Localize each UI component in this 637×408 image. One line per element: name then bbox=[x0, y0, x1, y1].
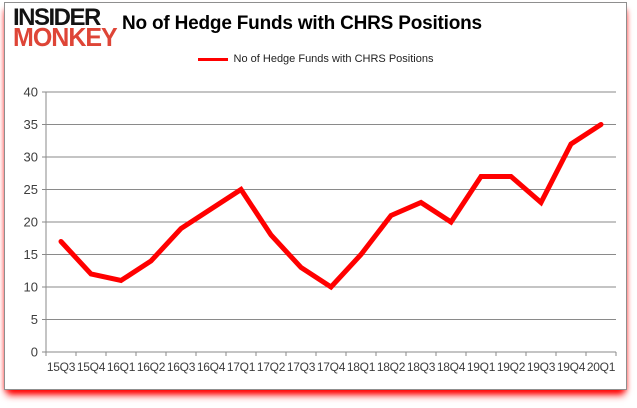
y-tick-label: 10 bbox=[24, 280, 38, 295]
x-tick-label: 19Q4 bbox=[557, 360, 586, 374]
x-tick-label: 16Q2 bbox=[137, 360, 166, 374]
line-chart-svg: 0 5 10 15 20 25 30 35 40 15Q3 15Q4 16Q1 16Q2 16Q3 16Q4… bbox=[24, 85, 617, 374]
x-tick-label: 16Q3 bbox=[167, 360, 196, 374]
y-tick-label: 40 bbox=[24, 85, 38, 100]
x-tick-label: 18Q1 bbox=[347, 360, 376, 374]
x-tick-label: 18Q3 bbox=[407, 360, 436, 374]
x-tick-label: 18Q2 bbox=[377, 360, 406, 374]
y-tick-label: 0 bbox=[31, 345, 38, 360]
y-tick-label: 25 bbox=[24, 182, 38, 197]
legend-label: No of Hedge Funds with CHRS Positions bbox=[233, 53, 434, 65]
x-tick-label: 15Q3 bbox=[47, 360, 76, 374]
x-tick-label: 19Q2 bbox=[497, 360, 526, 374]
x-tick-label: 19Q1 bbox=[467, 360, 496, 374]
logo-word-insider: INSIDER bbox=[13, 3, 101, 32]
y-tick-label: 20 bbox=[24, 215, 38, 230]
insider-monkey-logo: INSIDER MONKEY bbox=[13, 3, 118, 53]
x-tick-label: 20Q1 bbox=[587, 360, 616, 374]
x-tick-label: 17Q2 bbox=[257, 360, 286, 374]
x-tick-label: 17Q4 bbox=[317, 360, 346, 374]
chart-legend: No of Hedge Funds with CHRS Positions bbox=[5, 53, 626, 65]
chart-card: INSIDER MONKEY No of Hedge Funds with CH… bbox=[4, 2, 627, 390]
x-tick-label: 18Q4 bbox=[437, 360, 466, 374]
x-tick-label: 19Q3 bbox=[527, 360, 556, 374]
chart-title: No of Hedge Funds with CHRS Positions bbox=[122, 13, 482, 34]
series-line bbox=[58, 122, 604, 291]
y-tick-label: 5 bbox=[31, 312, 38, 327]
x-tick-label: 16Q4 bbox=[197, 360, 226, 374]
legend-line-swatch bbox=[197, 57, 228, 61]
y-tick-label: 35 bbox=[24, 117, 38, 132]
x-tick-label: 15Q4 bbox=[77, 360, 106, 374]
x-tick-label: 17Q3 bbox=[287, 360, 316, 374]
x-tick-label: 16Q1 bbox=[107, 360, 136, 374]
logo-word-monkey: MONKEY bbox=[13, 23, 118, 53]
y-tick-label: 30 bbox=[24, 150, 38, 165]
x-tick-label: 17Q1 bbox=[227, 360, 256, 374]
y-tick-label: 15 bbox=[24, 247, 38, 262]
